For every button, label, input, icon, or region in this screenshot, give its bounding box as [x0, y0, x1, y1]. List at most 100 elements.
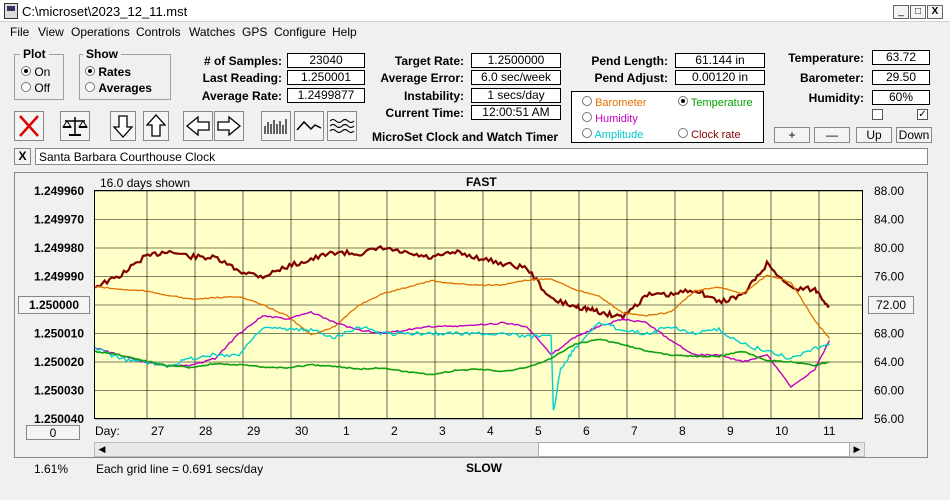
wave-view-button[interactable] [327, 111, 357, 141]
y-tick-label: 1.250030 [34, 384, 84, 398]
pend-adjust-value: 0.00120 in [675, 70, 765, 85]
arrow-left-button[interactable] [183, 111, 213, 141]
instability-label: Instability: [403, 89, 464, 103]
y2-tick-label: 60.00 [874, 384, 904, 398]
menu-gps[interactable]: GPS [242, 25, 268, 39]
y-tick-label: 1.250040 [34, 412, 84, 426]
minimize-button[interactable]: _ [893, 5, 909, 19]
x-tick-label: 7 [631, 424, 638, 438]
temperature-value: 63.72 [872, 50, 930, 65]
barometer-option-label: Barometer [595, 97, 647, 109]
plot-group-title: Plot [20, 47, 49, 61]
clock-rate-option[interactable]: Clock rate [678, 128, 741, 141]
menu-view[interactable]: View [38, 25, 64, 39]
y2-tick-label: 64.00 [874, 355, 904, 369]
current-time-label: Current Time: [385, 106, 464, 120]
y-center-button[interactable]: 1.250000 [18, 296, 90, 314]
x-tick-label: 9 [727, 424, 734, 438]
show-averages-radio[interactable]: Averages [85, 81, 152, 95]
watch-name-field[interactable]: Santa Barbara Courthouse Clock [35, 148, 928, 165]
clear-button[interactable] [14, 111, 44, 141]
series-line-amplitude [94, 321, 830, 411]
scroll-left-icon[interactable]: ◀ [98, 444, 106, 454]
series-line-clock-rate [94, 245, 830, 321]
plot-off-radio[interactable]: Off [21, 81, 50, 95]
y2-tick-label: 80.00 [874, 241, 904, 255]
menu-controls[interactable]: Controls [136, 25, 181, 39]
left-checkbox[interactable] [872, 109, 883, 120]
minus-button[interactable]: — [814, 127, 850, 143]
show-rates-radio[interactable]: Rates [85, 65, 131, 79]
y2-tick-label: 84.00 [874, 213, 904, 227]
menu-file[interactable]: File [10, 25, 30, 39]
menu-watches[interactable]: Watches [189, 25, 236, 39]
samples-label: # of Samples: [203, 54, 282, 68]
arrow-down-icon [112, 115, 134, 138]
target-rate-label: Target Rate: [394, 54, 464, 68]
close-button[interactable]: X [927, 5, 943, 19]
down-button[interactable]: Down [896, 127, 932, 143]
humidity-value: 60% [872, 90, 930, 105]
radio-dot-icon [582, 128, 592, 138]
last-reading-value: 1.250001 [287, 70, 365, 85]
series-line-humidity [94, 310, 831, 389]
right-checkbox[interactable]: ✓ [917, 109, 928, 120]
scroll-right-icon[interactable]: ▶ [853, 444, 861, 454]
watch-close-button[interactable]: X [14, 148, 31, 165]
y2-tick-label: 88.00 [874, 184, 904, 198]
y-tick-label: 1.249960 [34, 184, 84, 198]
average-error-value: 6.0 sec/week [471, 70, 561, 85]
barometer-option[interactable]: Barometer [582, 96, 646, 109]
window-title: C:\microset\2023_12_11.mst [22, 4, 188, 19]
x-tick-label: 4 [487, 424, 494, 438]
arrow-right-button[interactable] [214, 111, 244, 141]
title-bar [0, 0, 950, 22]
x-tick-label: 10 [775, 424, 789, 438]
instability-value: 1 secs/day [471, 88, 561, 103]
menu-operations[interactable]: Operations [71, 25, 130, 39]
fast-label: FAST [466, 175, 497, 189]
bars-view-button[interactable] [261, 111, 291, 141]
menu-help[interactable]: Help [332, 25, 357, 39]
arrow-up-icon [145, 114, 167, 137]
balance-button[interactable] [60, 111, 90, 141]
maximize-button[interactable]: □ [910, 5, 926, 19]
series-line-temperature [94, 338, 830, 376]
radio-dot-icon [85, 82, 95, 92]
y2-center-button[interactable]: 72.00 [868, 296, 914, 314]
second-axis-selector [571, 91, 764, 143]
menu-configure[interactable]: Configure [274, 25, 327, 39]
y2-tick-label: 56.00 [874, 412, 904, 426]
show-group-title: Show [83, 47, 121, 61]
arrow-down-button[interactable] [110, 111, 136, 141]
plot-area [94, 190, 863, 419]
plot-on-radio[interactable]: On [21, 65, 50, 79]
plus-button[interactable]: + [774, 127, 810, 143]
line-view-button[interactable] [294, 111, 324, 141]
amplitude-option[interactable]: Amplitude [582, 128, 643, 141]
show-group [79, 54, 171, 100]
scrollbar-thumb[interactable] [538, 442, 850, 457]
x-tick-label: 3 [439, 424, 446, 438]
y2-tick-label: 68.00 [874, 327, 904, 341]
y2-tick-label: 76.00 [874, 270, 904, 284]
reset-zero-button[interactable]: 0 [26, 425, 80, 440]
x-tick-label: 11 [823, 424, 836, 438]
red-x-icon [19, 115, 39, 137]
up-button[interactable]: Up [856, 127, 892, 143]
temperature-option[interactable]: Temperature [678, 96, 753, 109]
y-tick-label: 1.250020 [34, 355, 84, 369]
arrow-right-icon [217, 115, 242, 137]
target-rate-input[interactable]: 1.2500000 [471, 53, 561, 68]
plot-off-label: Off [34, 81, 51, 95]
x-tick-label: 1 [343, 424, 350, 438]
pend-length-value: 61.144 in [675, 53, 765, 68]
x-tick-label: 2 [391, 424, 398, 438]
humidity-option[interactable]: Humidity [582, 112, 638, 125]
pend-adjust-label: Pend Adjust: [594, 71, 668, 85]
last-reading-label: Last Reading: [202, 71, 282, 85]
arrow-up-button[interactable] [143, 111, 169, 141]
temperature-label: Temperature: [788, 51, 864, 65]
radio-dot-icon [582, 96, 592, 106]
